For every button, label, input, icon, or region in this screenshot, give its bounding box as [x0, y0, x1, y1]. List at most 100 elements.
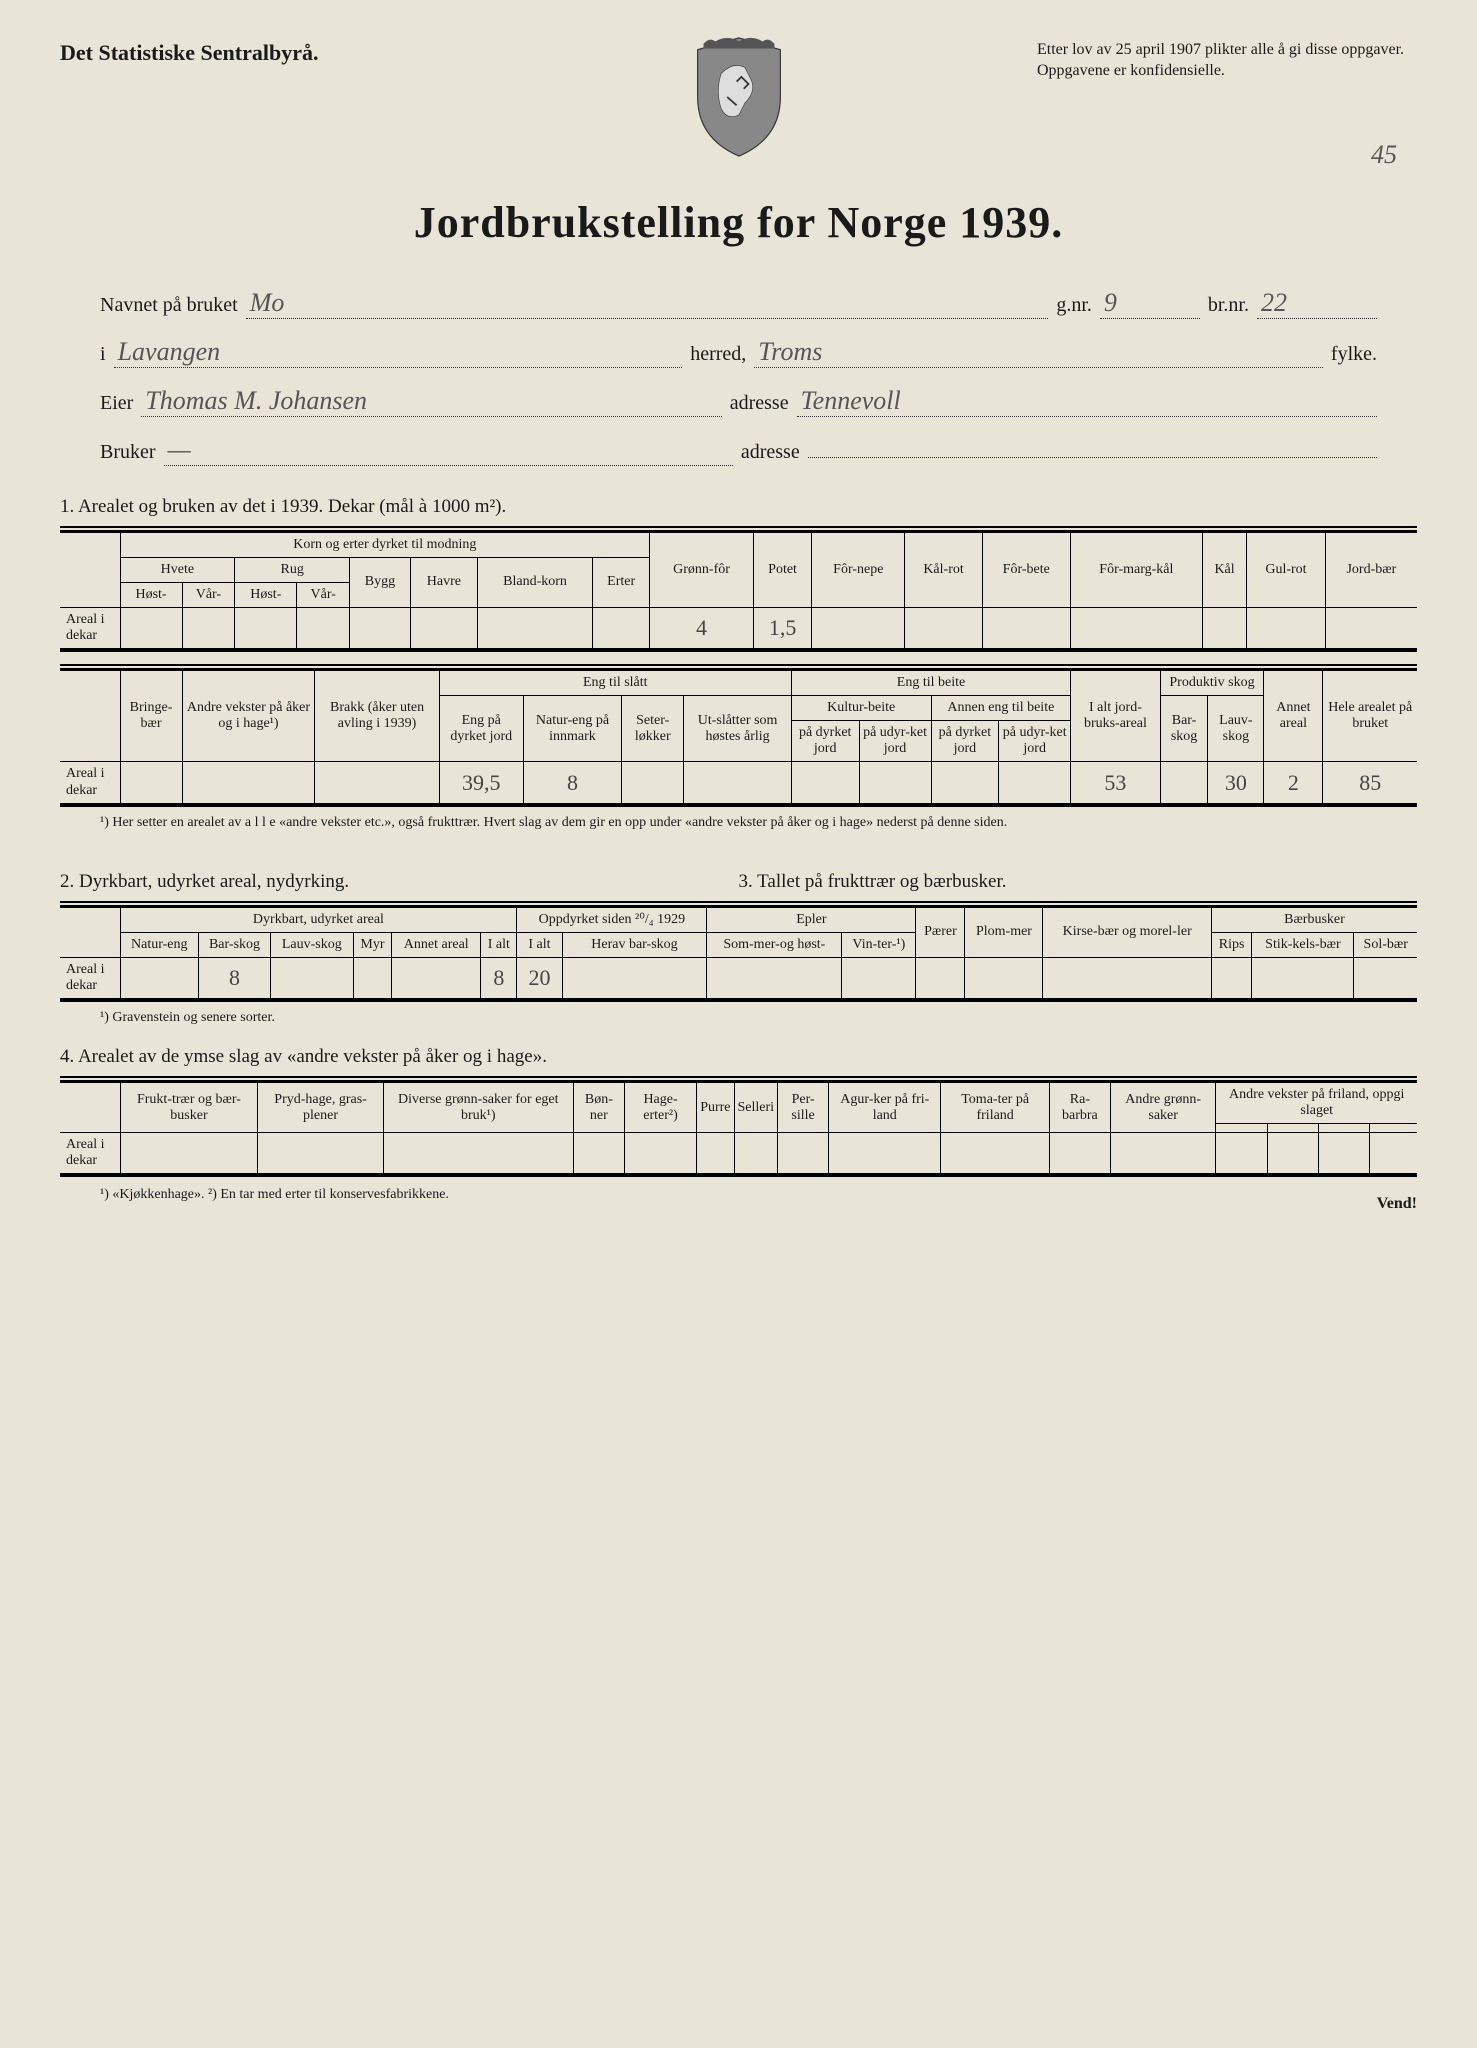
adresse1-label: adresse [730, 392, 789, 415]
th-opp-ialt: I alt [517, 932, 562, 957]
val-s2-ialt: 8 [481, 957, 517, 998]
i-value: Lavangen [114, 337, 683, 368]
val-lauv: 30 [1208, 762, 1264, 803]
th-paerer: Pærer [916, 908, 965, 958]
th-ae-udyrket: på udyr-ket jord [999, 721, 1071, 762]
th-agurker: Agur-ker på fri-land [829, 1083, 941, 1133]
bruker-label: Bruker [100, 441, 156, 464]
adresse1-value: Tennevoll [797, 386, 1377, 417]
th-korn: Korn og erter dyrket til modning [120, 533, 650, 558]
eier-label: Eier [100, 392, 133, 415]
th-hele-arealet: Hele arealet på bruket [1323, 671, 1417, 762]
th-rug-var: Vår- [297, 582, 350, 607]
val-s2-opp: 20 [517, 957, 562, 998]
eier-value: Thomas M. Johansen [141, 386, 721, 417]
th-tomater: Toma-ter på friland [941, 1083, 1050, 1133]
th-s2-annet: Annet areal [392, 932, 481, 957]
footnote-1: ¹) Her setter en arealet av a l l e «and… [120, 815, 1417, 831]
row-label-4: Areal i dekar [60, 1133, 120, 1174]
bureau-name: Det Statistiske Sentralbyrå. [60, 40, 318, 66]
row-label-1a: Areal i dekar [60, 607, 120, 648]
th-kb-dyrket: på dyrket jord [791, 721, 859, 762]
th-bringebaer: Bringe-bær [120, 671, 182, 762]
navnet-label: Navnet på bruket [100, 294, 238, 317]
th-jordbaer: Jord-bær [1325, 533, 1417, 608]
th-hvete: Hvete [120, 557, 235, 582]
th-barskog: Bar-skog [1160, 696, 1208, 762]
th-andre-gronn: Andre grønn-saker [1110, 1083, 1216, 1133]
th-s2-lauvskog: Lauv-skog [270, 932, 353, 957]
val-gronnfor: 4 [650, 607, 754, 648]
val-hele: 85 [1323, 762, 1417, 803]
table-4: Frukt-trær og bær-busker Pryd-hage, gras… [60, 1083, 1417, 1174]
th-dyrkbart: Dyrkbart, udyrket areal [120, 908, 517, 933]
th-eng-pa: Eng på dyrket jord [439, 696, 523, 762]
brnr-label: br.nr. [1208, 294, 1249, 317]
val-annet: 2 [1264, 762, 1323, 803]
row-label-1b: Areal i dekar [60, 762, 120, 803]
val-potet: 1,5 [753, 607, 811, 648]
th-s2-ialt: I alt [481, 932, 517, 957]
th-purre: Purre [697, 1083, 734, 1133]
th-persille: Per-sille [778, 1083, 829, 1133]
th-prod-skog: Produktiv skog [1160, 671, 1264, 696]
th-potet: Potet [753, 533, 811, 608]
th-erter: Erter [593, 557, 650, 607]
brnr-value: 22 [1257, 288, 1377, 319]
th-seterlokker: Seter-løkker [622, 696, 684, 762]
th-s2-natureng: Natur-eng [120, 932, 199, 957]
th-frukt: Frukt-trær og bær-busker [120, 1083, 258, 1133]
th-kulturbeite: Kultur-beite [791, 696, 931, 721]
table-2-3: Dyrkbart, udyrket areal Oppdyrket siden … [60, 908, 1417, 999]
section-2-title: 2. Dyrkbart, udyrket areal, nydyrking. [60, 871, 739, 893]
th-rips: Rips [1211, 932, 1251, 957]
gnr-value: 9 [1100, 288, 1200, 319]
th-kirse: Kirse-bær og morel-ler [1043, 908, 1211, 958]
adresse2-label: adresse [741, 441, 800, 464]
gnr-label: g.nr. [1056, 294, 1092, 317]
th-brakk: Brakk (åker uten avling i 1939) [315, 671, 439, 762]
th-plommer: Plom-mer [965, 908, 1043, 958]
th-herav-bar: Herav bar-skog [562, 932, 707, 957]
th-s2-myr: Myr [353, 932, 392, 957]
th-s2-barskog: Bar-skog [199, 932, 271, 957]
th-gulrot: Gul-rot [1247, 533, 1326, 608]
navnet-value: Mo [246, 288, 1049, 319]
adresse2-value [808, 457, 1377, 458]
i-label: i [100, 343, 106, 366]
th-rabarbra: Ra-barbra [1049, 1083, 1110, 1133]
table-1a: Korn og erter dyrket til modning Grønn-f… [60, 533, 1417, 649]
th-bygg: Bygg [350, 557, 411, 607]
th-utslatter: Ut-slåtter som høstes årlig [684, 696, 792, 762]
th-lauvskog: Lauv-skog [1208, 696, 1264, 762]
val-ialt: 53 [1071, 762, 1160, 803]
val-s2-bar: 8 [199, 957, 271, 998]
th-havre: Havre [410, 557, 477, 607]
th-kalrot: Kål-rot [905, 533, 982, 608]
th-kal: Kål [1202, 533, 1246, 608]
th-sommer: Som-mer-og høst- [707, 932, 842, 957]
herred-label: herred, [690, 343, 746, 366]
th-annen-eng: Annen eng til beite [931, 696, 1071, 721]
fylke-label: fylke. [1331, 343, 1377, 366]
main-title: Jordbrukstelling for Norge 1939. [60, 197, 1417, 248]
law-text: Etter lov av 25 april 1907 plikter alle … [1037, 40, 1417, 82]
herred-value: Troms [754, 337, 1323, 368]
val-eng: 39,5 [439, 762, 523, 803]
vend-label: Vend! [1377, 1195, 1417, 1213]
th-ae-dyrket: på dyrket jord [931, 721, 999, 762]
th-rug: Rug [235, 557, 350, 582]
th-forbete: Fôr-bete [982, 533, 1070, 608]
th-pryd: Pryd-hage, gras-plener [258, 1083, 383, 1133]
section-4-title: 4. Arealet av de ymse slag av «andre vek… [60, 1046, 1417, 1068]
th-baerbusker: Bærbusker [1211, 908, 1417, 933]
th-epler: Epler [707, 908, 916, 933]
th-fornepe: Fôr-nepe [812, 533, 905, 608]
th-natureng: Natur-eng på innmark [523, 696, 621, 762]
th-eng-slatt: Eng til slått [439, 671, 791, 696]
th-gronnfor: Grønn-fôr [650, 533, 754, 608]
footnote-2: ¹) Gravenstein og senere sorter. [120, 1010, 1417, 1026]
section-1-title: 1. Arealet og bruken av det i 1939. Deka… [60, 496, 1417, 518]
section-3-title: 3. Tallet på frukttrær og bærbusker. [739, 871, 1418, 893]
th-andre-friland: Andre vekster på friland, oppgi slaget [1216, 1083, 1417, 1124]
